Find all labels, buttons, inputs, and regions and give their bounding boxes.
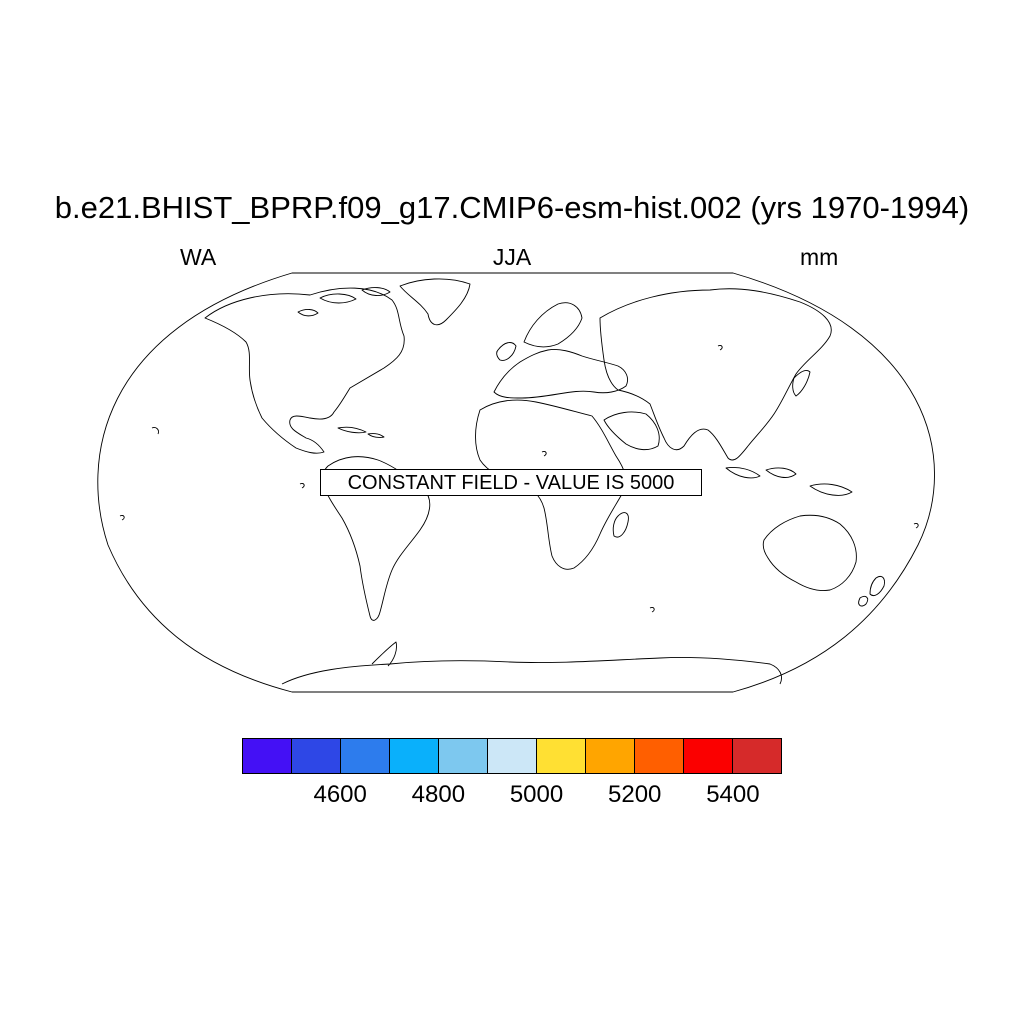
colorbar-label: 5400 — [706, 781, 760, 808]
colorbar-box — [488, 739, 537, 773]
variable-label: WA — [180, 244, 217, 270]
cuba-coast — [337, 426, 367, 434]
colorbar — [242, 738, 782, 774]
colorbar-box — [684, 739, 733, 773]
colorbar-box — [341, 739, 390, 773]
indonesia-coast — [765, 467, 797, 478]
small-island — [649, 607, 655, 613]
new-zealand-coast — [869, 575, 885, 597]
small-island — [541, 451, 547, 457]
arctic-island — [297, 309, 319, 317]
arabia-coast — [603, 411, 660, 451]
season-label: JJA — [492, 244, 532, 270]
british-isles-coast — [496, 342, 517, 361]
colorbar-box — [586, 739, 635, 773]
arctic-island — [319, 293, 357, 304]
australia-coast — [762, 514, 857, 591]
new-zealand-coast — [858, 595, 869, 607]
constant-field-notice: CONSTANT FIELD - VALUE IS 5000 — [320, 469, 702, 496]
small-island — [717, 345, 723, 351]
new-guinea-coast — [809, 483, 853, 496]
antarctica-coast — [281, 657, 782, 685]
greenland-coast — [399, 278, 471, 326]
colorbar-label: 4600 — [313, 781, 367, 808]
small-island — [913, 523, 919, 529]
units-label: mm — [800, 244, 839, 270]
europe-coast — [493, 349, 629, 399]
scandinavia-coast — [523, 302, 583, 348]
hispaniola-coast — [367, 433, 385, 438]
antarctic-peninsula — [371, 641, 397, 667]
asia-coast — [599, 288, 832, 461]
colorbar-box — [635, 739, 684, 773]
colorbar-label: 5000 — [509, 781, 564, 808]
arctic-island — [361, 287, 391, 296]
colorbar-box — [243, 739, 292, 773]
small-island — [151, 427, 159, 435]
plot-title: b.e21.BHIST_BPRP.f09_g17.CMIP6-esm-hist.… — [54, 190, 970, 225]
colorbar-box — [292, 739, 341, 773]
north-america-coast — [204, 287, 405, 454]
colorbar-label: 5200 — [608, 781, 662, 808]
map-boundary — [97, 272, 935, 693]
colorbar-label: 4800 — [411, 781, 466, 808]
japan-coast — [792, 369, 811, 397]
indonesia-coast — [725, 467, 761, 479]
colorbar-box — [537, 739, 586, 773]
small-island — [299, 483, 305, 489]
colorbar-box — [439, 739, 488, 773]
madagascar-coast — [612, 512, 629, 538]
colorbar-box — [733, 739, 781, 773]
small-island — [119, 515, 125, 521]
colorbar-box — [390, 739, 439, 773]
